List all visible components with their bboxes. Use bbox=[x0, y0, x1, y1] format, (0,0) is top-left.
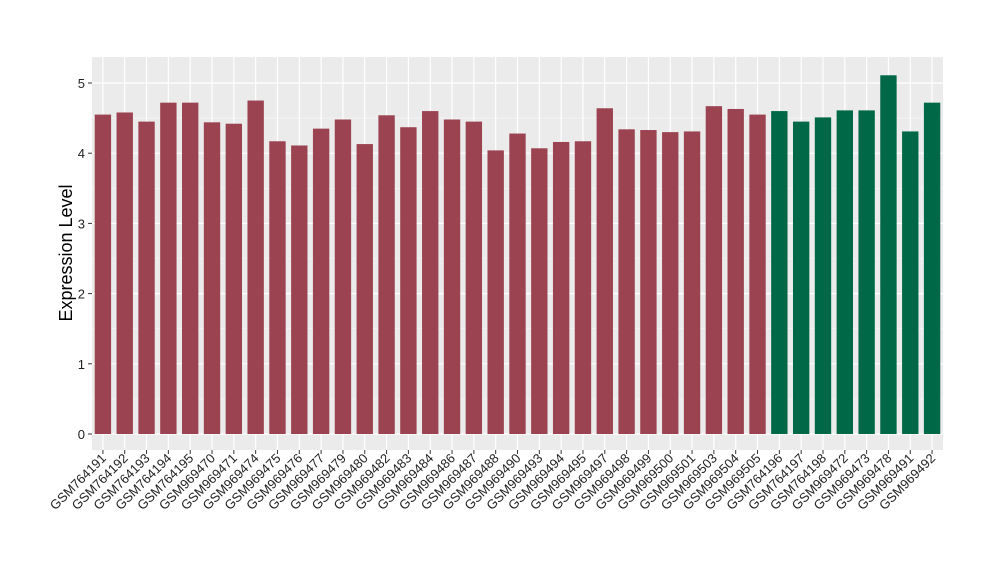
x-axis: GSM764191GSM764192GSM764193GSM764194GSM7… bbox=[47, 450, 938, 513]
bar-GSM969475 bbox=[269, 141, 286, 435]
bar-GSM969473 bbox=[858, 110, 875, 435]
y-tick-label: 2 bbox=[78, 287, 85, 302]
bar-GSM969479 bbox=[334, 119, 352, 434]
bar-GSM764195 bbox=[182, 102, 199, 434]
bar-GSM969487 bbox=[465, 121, 483, 435]
bar-GSM764193 bbox=[138, 121, 155, 435]
bar-GSM764197 bbox=[792, 121, 810, 435]
y-tick-label: 5 bbox=[78, 76, 85, 91]
bar-GSM764191 bbox=[94, 114, 112, 434]
bar-GSM969488 bbox=[487, 150, 504, 434]
bar-GSM764196 bbox=[771, 111, 788, 434]
bar-GSM764198 bbox=[814, 117, 832, 434]
y-tick-label: 4 bbox=[78, 146, 85, 161]
bar-GSM969499 bbox=[640, 130, 657, 434]
bar-GSM969494 bbox=[552, 141, 570, 434]
bar-GSM969477 bbox=[312, 128, 330, 434]
bar-GSM969483 bbox=[400, 127, 417, 434]
bars bbox=[94, 75, 941, 435]
bar-GSM969476 bbox=[291, 145, 308, 434]
bar-GSM969491 bbox=[902, 131, 919, 435]
bar-GSM969484 bbox=[422, 111, 439, 434]
bar-GSM969498 bbox=[618, 129, 635, 434]
bar-GSM969504 bbox=[727, 108, 744, 434]
bar-GSM969490 bbox=[509, 133, 526, 434]
y-tick-label: 0 bbox=[78, 427, 85, 442]
bar-GSM969503 bbox=[705, 106, 723, 434]
bar-GSM969470 bbox=[203, 122, 221, 434]
bar-GSM969472 bbox=[836, 110, 853, 435]
bar-GSM969492 bbox=[923, 102, 941, 434]
bar-GSM969482 bbox=[378, 115, 395, 435]
bar-GSM969505 bbox=[749, 114, 766, 434]
bar-GSM969500 bbox=[662, 132, 679, 434]
bar-GSM969495 bbox=[574, 141, 592, 435]
y-tick-label: 3 bbox=[78, 216, 85, 231]
y-axis-title: Expression Level bbox=[56, 184, 76, 321]
bar-GSM969497 bbox=[596, 108, 613, 434]
bar-GSM764194 bbox=[160, 102, 177, 434]
bar-GSM969486 bbox=[443, 119, 461, 434]
bar-GSM969480 bbox=[356, 144, 373, 434]
bar-GSM969471 bbox=[225, 123, 243, 434]
bar-GSM764192 bbox=[116, 112, 133, 434]
y-axis: 0 1 2 3 4 5 bbox=[78, 76, 92, 442]
y-tick-label: 1 bbox=[78, 357, 85, 372]
bar-GSM969493 bbox=[531, 148, 548, 434]
bar-GSM969501 bbox=[683, 131, 701, 435]
bar-GSM969478 bbox=[880, 75, 897, 434]
bar-GSM969474 bbox=[247, 100, 264, 435]
